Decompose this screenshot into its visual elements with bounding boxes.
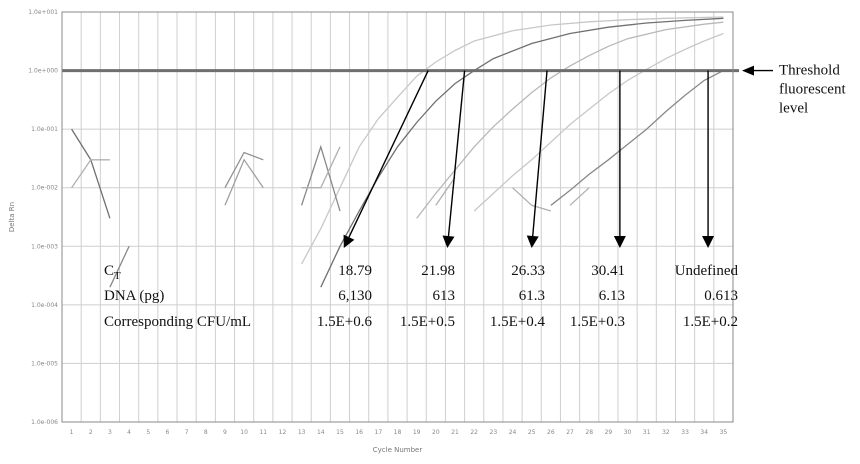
- x-tick-label: 31: [643, 429, 651, 436]
- dna-value: 0.613: [704, 288, 738, 304]
- x-tick-label: 13: [298, 429, 306, 436]
- ct-row-label: CT: [104, 263, 121, 282]
- amplification-curve: [224, 151, 264, 189]
- dna-row-label: DNA (pg): [104, 288, 164, 304]
- x-tick-label: 21: [451, 429, 459, 436]
- cfu-row-label: Corresponding CFU/mL: [104, 314, 251, 330]
- ct-arrows: [343, 70, 715, 248]
- amplification-curve: [435, 177, 456, 206]
- y-tick-label: 1.0e-005: [31, 360, 58, 367]
- cfu-value: 1.5E+0.6: [317, 314, 373, 330]
- threshold-annotation-line: level: [779, 101, 808, 117]
- x-tick-label: 6: [166, 429, 170, 436]
- x-tick-label: 14: [317, 429, 325, 436]
- cfu-value: 1.5E+0.2: [683, 314, 738, 330]
- x-tick-label: 15: [336, 429, 344, 436]
- plot-border: [61, 11, 734, 423]
- ct-arrow-shaft: [348, 70, 429, 238]
- y-axis-label: Delta Rn: [8, 202, 16, 232]
- amplification-curve: [71, 128, 111, 219]
- ct-row-label-subscript: T: [114, 270, 121, 282]
- x-tick-label: 24: [509, 429, 517, 436]
- plot-frame: [61, 11, 734, 423]
- x-tick-label: 26: [547, 429, 555, 436]
- x-tick-label: 25: [528, 429, 536, 436]
- amplification-curve: [109, 246, 130, 288]
- x-tick-label: 28: [585, 429, 593, 436]
- x-tick-label: 5: [146, 429, 150, 436]
- amplification-curve: [301, 16, 724, 265]
- amplification-curve: [569, 187, 590, 206]
- x-tick-label: 12: [279, 429, 287, 436]
- cfu-value: 1.5E+0.5: [400, 314, 455, 330]
- gridlines: [62, 11, 733, 423]
- y-tick-label: 1.0e-003: [31, 243, 58, 250]
- ct-arrow-head: [442, 235, 455, 248]
- dna-value: 61.3: [519, 288, 545, 304]
- ct-arrow-head: [613, 236, 626, 248]
- x-tick-label: 34: [700, 429, 708, 436]
- axis-ticks: 1 2 3 4 5 6 7 8 9 10 11 12 13 14 15 16 17 18 19 20 21 22 23 24 2…: [28, 9, 727, 436]
- threshold-pointer-head: [742, 65, 754, 76]
- x-tick-label: 2: [89, 429, 93, 436]
- ct-value: 21.98: [421, 263, 455, 279]
- x-tick-label: 16: [355, 429, 363, 436]
- amplification-curve: [300, 144, 341, 212]
- x-tick-label: 7: [185, 429, 189, 436]
- y-tick-label: 1.0e+000: [28, 68, 58, 75]
- cfu-value: 1.5E+0.4: [490, 314, 546, 330]
- ct-arrow-shaft: [532, 70, 548, 237]
- x-tick-label: 4: [127, 429, 131, 436]
- x-tick-label: 3: [108, 429, 112, 436]
- ct-table: CT DNA (pg) Corresponding CFU/mL 18.79 6,130…: [104, 263, 738, 330]
- dna-value: 6.13: [599, 288, 625, 304]
- ct-arrow-shaft: [447, 70, 466, 237]
- cfu-value: 1.5E+0.3: [570, 314, 625, 330]
- ct-arrow-head: [702, 236, 715, 248]
- y-tick-label: 1.0e-006: [31, 419, 58, 426]
- amplification-curve: [416, 21, 724, 219]
- amplification-curve: [224, 158, 264, 206]
- ct-arrow-head: [343, 234, 355, 248]
- x-tick-label: 8: [204, 429, 208, 436]
- x-tick-label: 27: [566, 429, 574, 436]
- x-tick-label: 20: [432, 429, 440, 436]
- x-tick-label: 19: [413, 429, 421, 436]
- x-tick-label: 35: [720, 429, 728, 436]
- x-tick-label: 1: [70, 429, 74, 436]
- ct-value: 30.41: [591, 263, 625, 279]
- amplification-curve: [473, 32, 724, 212]
- threshold-annotation-line: Threshold: [779, 63, 840, 79]
- ct-arrow-head: [526, 235, 539, 248]
- x-axis-label: Cycle Number: [373, 446, 423, 454]
- x-tick-label: 23: [490, 429, 498, 436]
- ct-value: Undefined: [675, 263, 739, 279]
- amplification-curve: [71, 159, 110, 189]
- ct-value: 26.33: [511, 263, 545, 279]
- x-tick-label: 10: [240, 429, 248, 436]
- dna-value: 613: [433, 288, 456, 304]
- amplification-curve: [301, 146, 341, 189]
- y-tick-label: 1.0e-002: [31, 185, 58, 192]
- x-tick-label: 18: [394, 429, 402, 436]
- amplification-curve: [512, 187, 552, 212]
- x-tick-label: 29: [605, 429, 613, 436]
- y-tick-label: 1.0e-001: [31, 126, 58, 133]
- y-tick-label: 1.0e+001: [28, 9, 58, 16]
- x-tick-label: 17: [375, 429, 383, 436]
- threshold-annotation-line: fluorescent: [779, 82, 846, 98]
- x-tick-label: 30: [624, 429, 632, 436]
- threshold-annotation: Threshold fluorescent level: [742, 63, 846, 117]
- ct-value: 18.79: [338, 263, 372, 279]
- x-tick-label: 11: [259, 429, 267, 436]
- dna-value: 6,130: [338, 288, 372, 304]
- x-tick-label: 9: [223, 429, 227, 436]
- x-tick-label: 33: [681, 429, 689, 436]
- amplification-curve: [550, 70, 724, 206]
- y-tick-label: 1.0e-004: [31, 302, 58, 309]
- x-tick-label: 22: [470, 429, 478, 436]
- x-tick-label: 32: [662, 429, 670, 436]
